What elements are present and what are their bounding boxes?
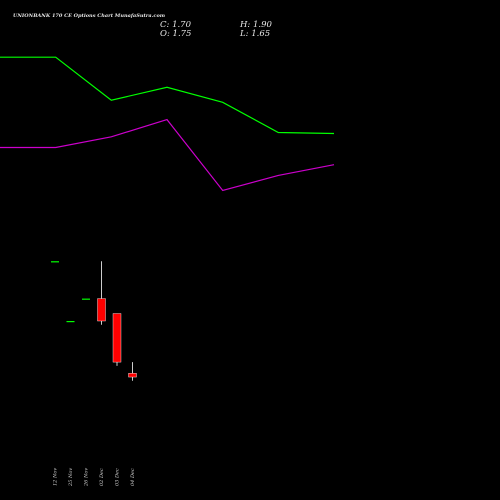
low-value: L: 1.65 — [240, 29, 271, 39]
high-value: H: 1.90 — [240, 20, 272, 30]
magenta-series-line — [0, 118, 335, 192]
x-tick-label: 03 Dec — [115, 468, 121, 486]
candle-body — [82, 298, 90, 300]
chart-title: UNIONBANK 170 CE Options Chart MunafaSut… — [13, 13, 166, 19]
green-series-line — [0, 56, 335, 135]
candle-body — [112, 313, 122, 363]
close-value: C: 1.70 — [160, 20, 191, 30]
x-tick-label: 04 Dec — [130, 468, 136, 486]
x-tick-label: 02 Dec — [99, 468, 105, 486]
candle-body — [97, 298, 106, 322]
candle-body — [128, 373, 137, 378]
x-tick-label: 25 Nov — [68, 468, 74, 487]
x-tick-label: 26 Nov — [84, 468, 90, 487]
candle-body — [51, 261, 59, 263]
x-tick-label: 12 Nov — [53, 468, 59, 486]
open-value: O: 1.75 — [160, 29, 192, 39]
candle-body — [66, 321, 75, 323]
